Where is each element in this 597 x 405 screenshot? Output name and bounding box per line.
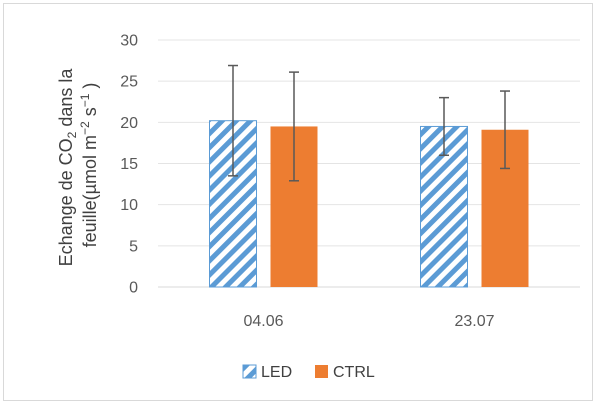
y-tick-label: 20 bbox=[120, 115, 138, 132]
legend-label-ctrl: CTRL bbox=[333, 364, 375, 381]
y-tick-labels: 0 5 10 15 20 25 30 bbox=[120, 33, 138, 297]
error-bars bbox=[228, 64, 510, 182]
y-tick-label: 5 bbox=[129, 238, 138, 255]
legend-label-led: LED bbox=[261, 364, 292, 381]
y-tick-label: 30 bbox=[120, 33, 138, 50]
x-tick-label: 04.06 bbox=[243, 313, 283, 330]
y-axis-label: Echange de CO2 dans la feuille(µmol m−2 … bbox=[56, 64, 100, 267]
legend-swatch-led bbox=[242, 364, 257, 379]
y-tick-label: 10 bbox=[120, 197, 138, 214]
y-tick-label: 0 bbox=[129, 280, 138, 297]
x-tick-labels: 04.06 23.07 bbox=[243, 313, 494, 330]
x-tick-label: 23.07 bbox=[454, 313, 494, 330]
legend: LED CTRL bbox=[242, 364, 375, 381]
y-tick-label: 15 bbox=[120, 156, 138, 173]
y-tick-label: 25 bbox=[120, 74, 138, 91]
legend-swatch-ctrl bbox=[315, 365, 328, 378]
